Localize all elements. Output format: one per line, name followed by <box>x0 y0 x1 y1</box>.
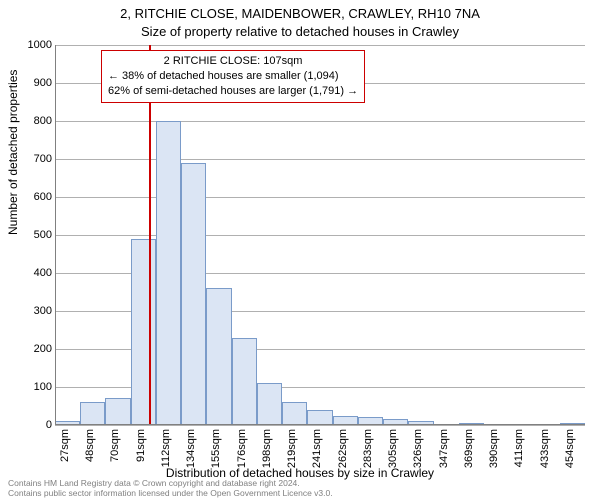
annotation-line3: 62% of semi-detached houses are larger (… <box>108 84 358 99</box>
footer-attribution: Contains HM Land Registry data © Crown c… <box>8 478 333 498</box>
y-tick-label: 900 <box>12 77 52 89</box>
y-tick-label: 300 <box>12 305 52 317</box>
annotation-line2: ← 38% of detached houses are smaller (1,… <box>108 69 358 84</box>
annotation-box: 2 RITCHIE CLOSE: 107sqm ← 38% of detache… <box>101 50 365 103</box>
footer-line1: Contains HM Land Registry data © Crown c… <box>8 478 333 488</box>
y-tick-label: 400 <box>12 267 52 279</box>
histogram-bar <box>105 398 130 425</box>
histogram-bar <box>257 383 282 425</box>
histogram-bar <box>80 402 105 425</box>
histogram-bar <box>131 239 156 425</box>
y-tick-label: 200 <box>12 343 52 355</box>
grid-line <box>55 425 585 426</box>
annotation-line1: 2 RITCHIE CLOSE: 107sqm <box>108 54 358 69</box>
y-tick-label: 800 <box>12 115 52 127</box>
chart-container: 2, RITCHIE CLOSE, MAIDENBOWER, CRAWLEY, … <box>0 0 600 500</box>
histogram-bar <box>206 288 231 425</box>
y-tick-label: 1000 <box>12 39 52 51</box>
y-tick-label: 600 <box>12 191 52 203</box>
histogram-bar <box>156 121 181 425</box>
footer-line2: Contains public sector information licen… <box>8 488 333 498</box>
y-tick-label: 100 <box>12 381 52 393</box>
y-tick-label: 0 <box>12 419 52 431</box>
address-title: 2, RITCHIE CLOSE, MAIDENBOWER, CRAWLEY, … <box>0 6 600 21</box>
histogram-bar <box>181 163 206 425</box>
y-tick-label: 500 <box>12 229 52 241</box>
chart-subtitle: Size of property relative to detached ho… <box>0 24 600 39</box>
y-axis-line <box>55 45 56 425</box>
x-axis-line <box>55 424 585 425</box>
y-tick-label: 700 <box>12 153 52 165</box>
histogram-bar <box>232 338 257 425</box>
histogram-bar <box>307 410 332 425</box>
histogram-bar <box>282 402 307 425</box>
